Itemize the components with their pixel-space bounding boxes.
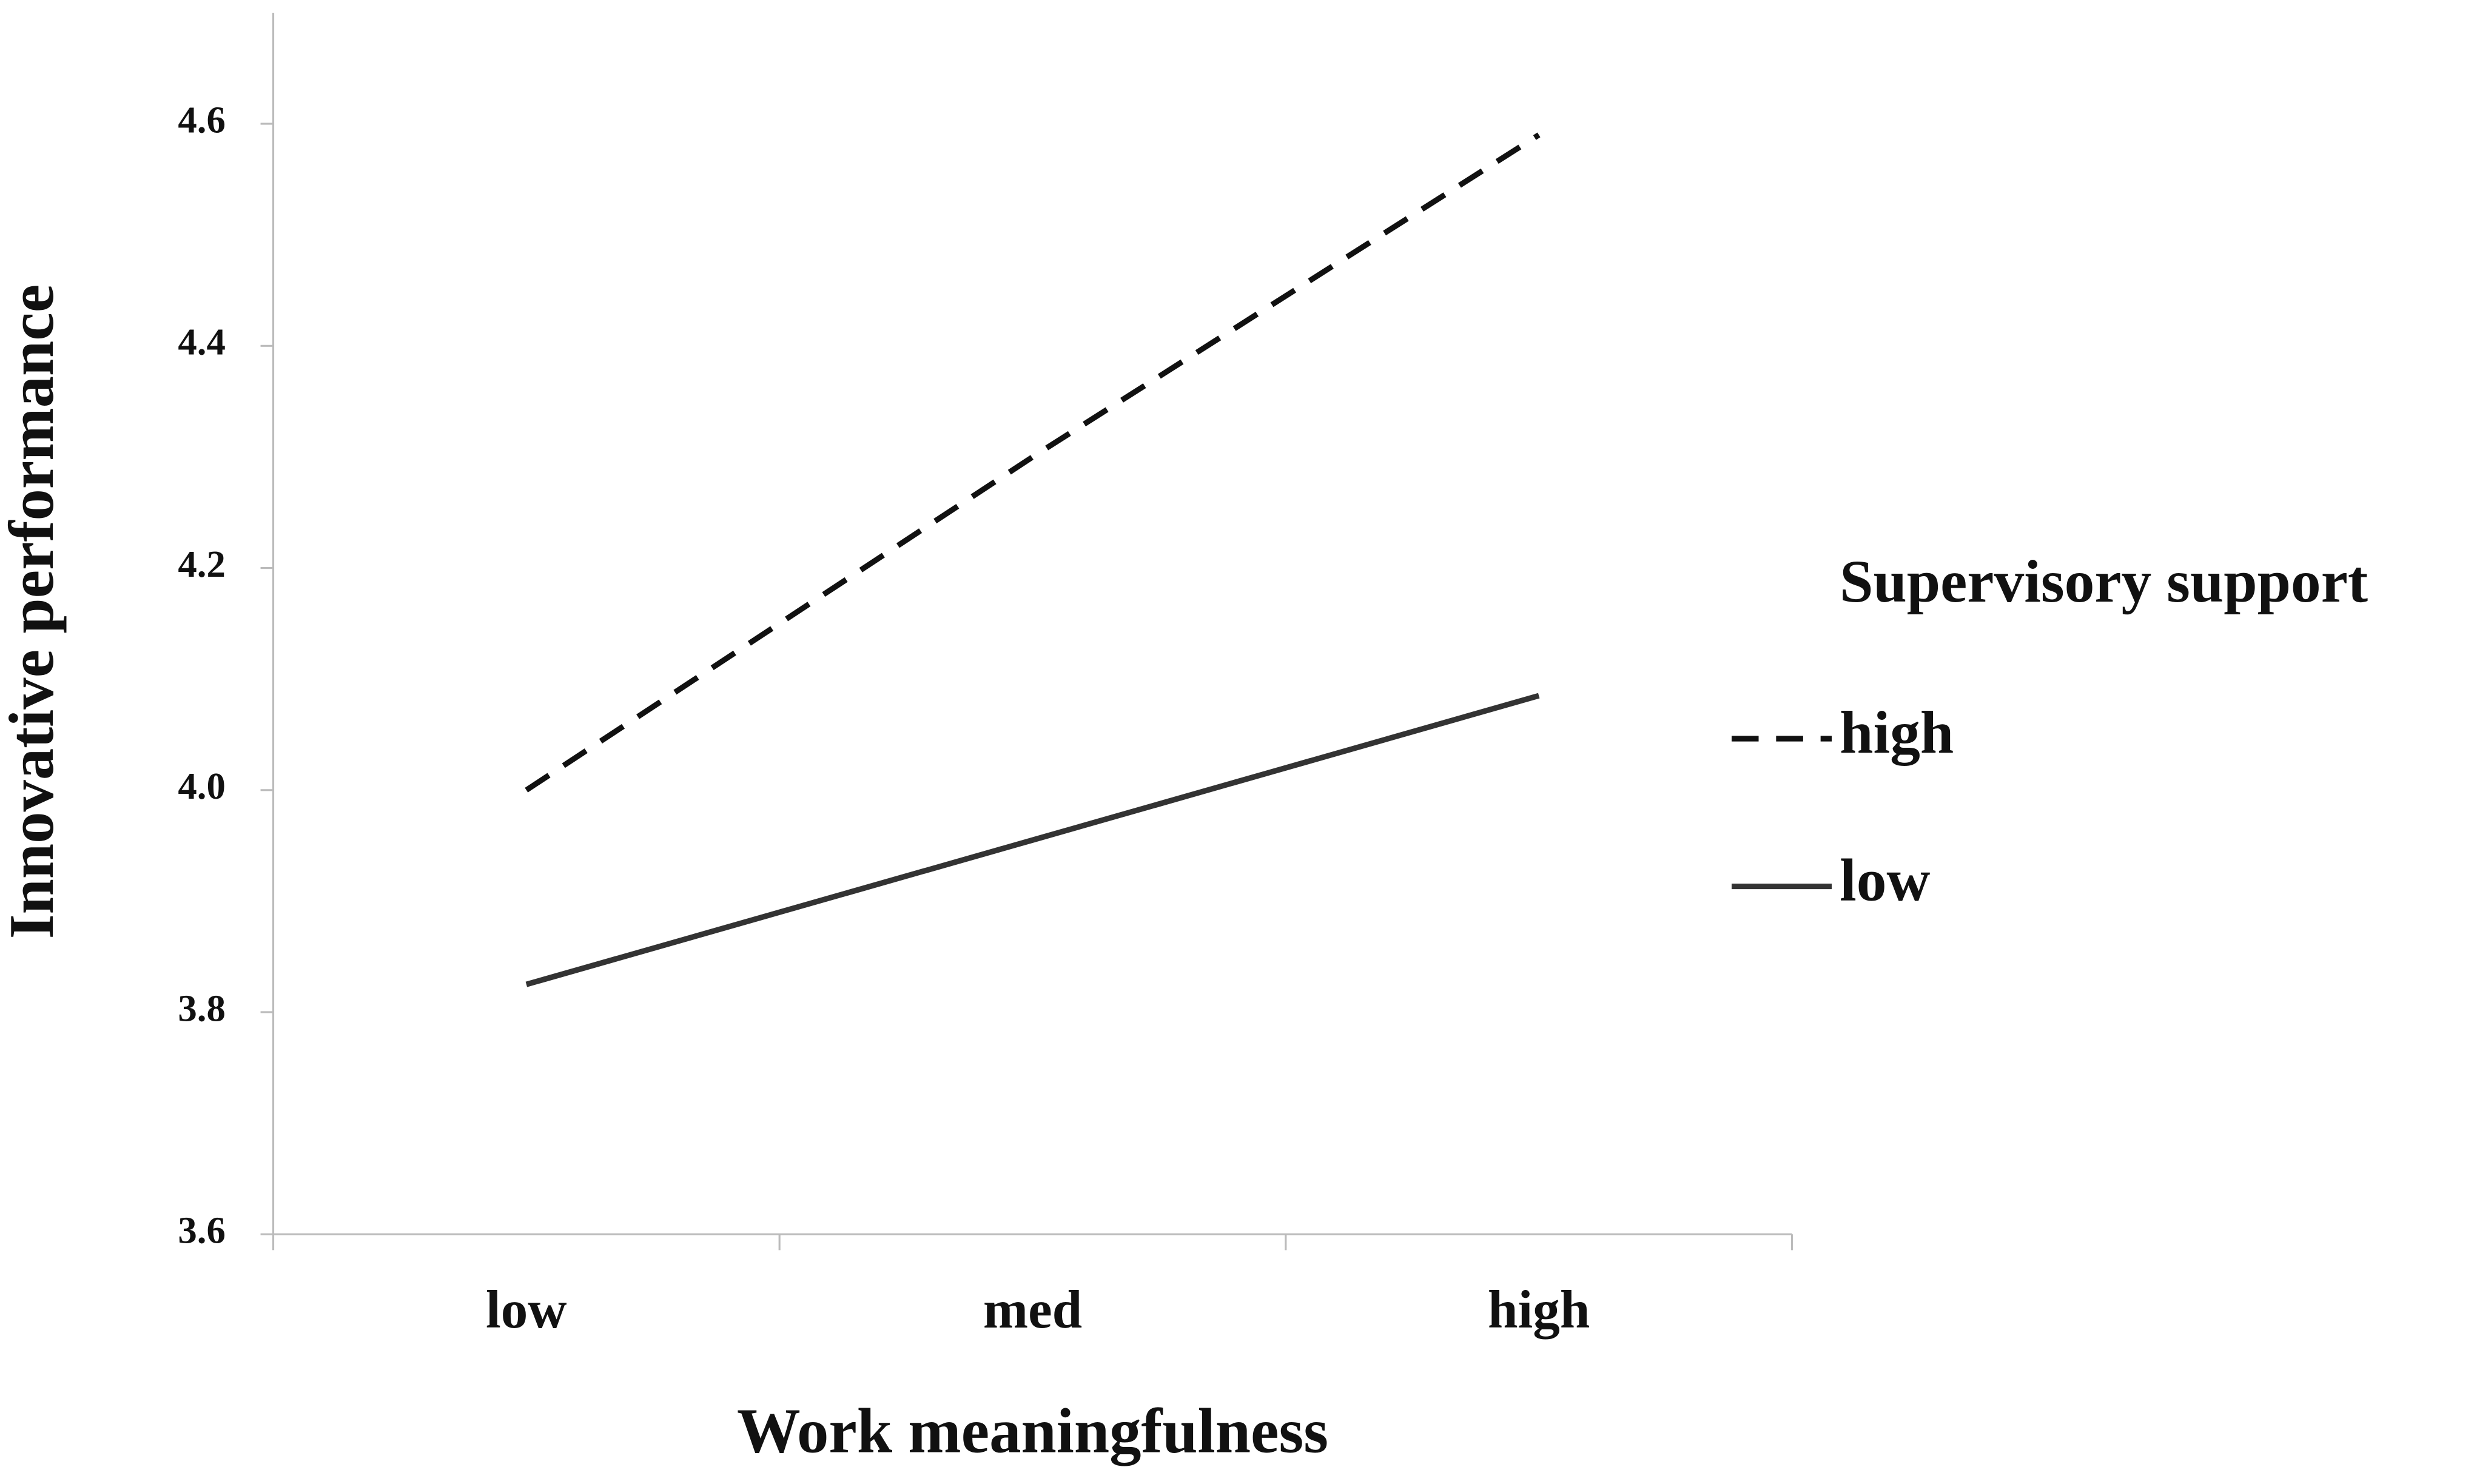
y-tick-label: 3.6 [178,1209,226,1252]
y-tick-label: 4.0 [178,765,226,807]
y-axis-title: Innovative performance [0,284,67,939]
series-line [525,132,1541,793]
y-tick-label: 4.4 [178,321,226,363]
y-tick-label: 3.8 [178,987,226,1029]
x-axis-title: Work meaningfulness [737,1396,1328,1466]
x-tick-label: high [1488,1280,1590,1340]
x-tick-label: med [983,1280,1082,1340]
legend-label: low [1840,846,1930,913]
y-tick-label: 4.2 [178,543,226,585]
x-tick-label: low [486,1280,567,1340]
y-tick-label: 4.6 [178,99,226,141]
legend-label: high [1840,699,1954,766]
series-line [525,693,1540,987]
legend-title: Supervisory support [1840,548,2368,615]
